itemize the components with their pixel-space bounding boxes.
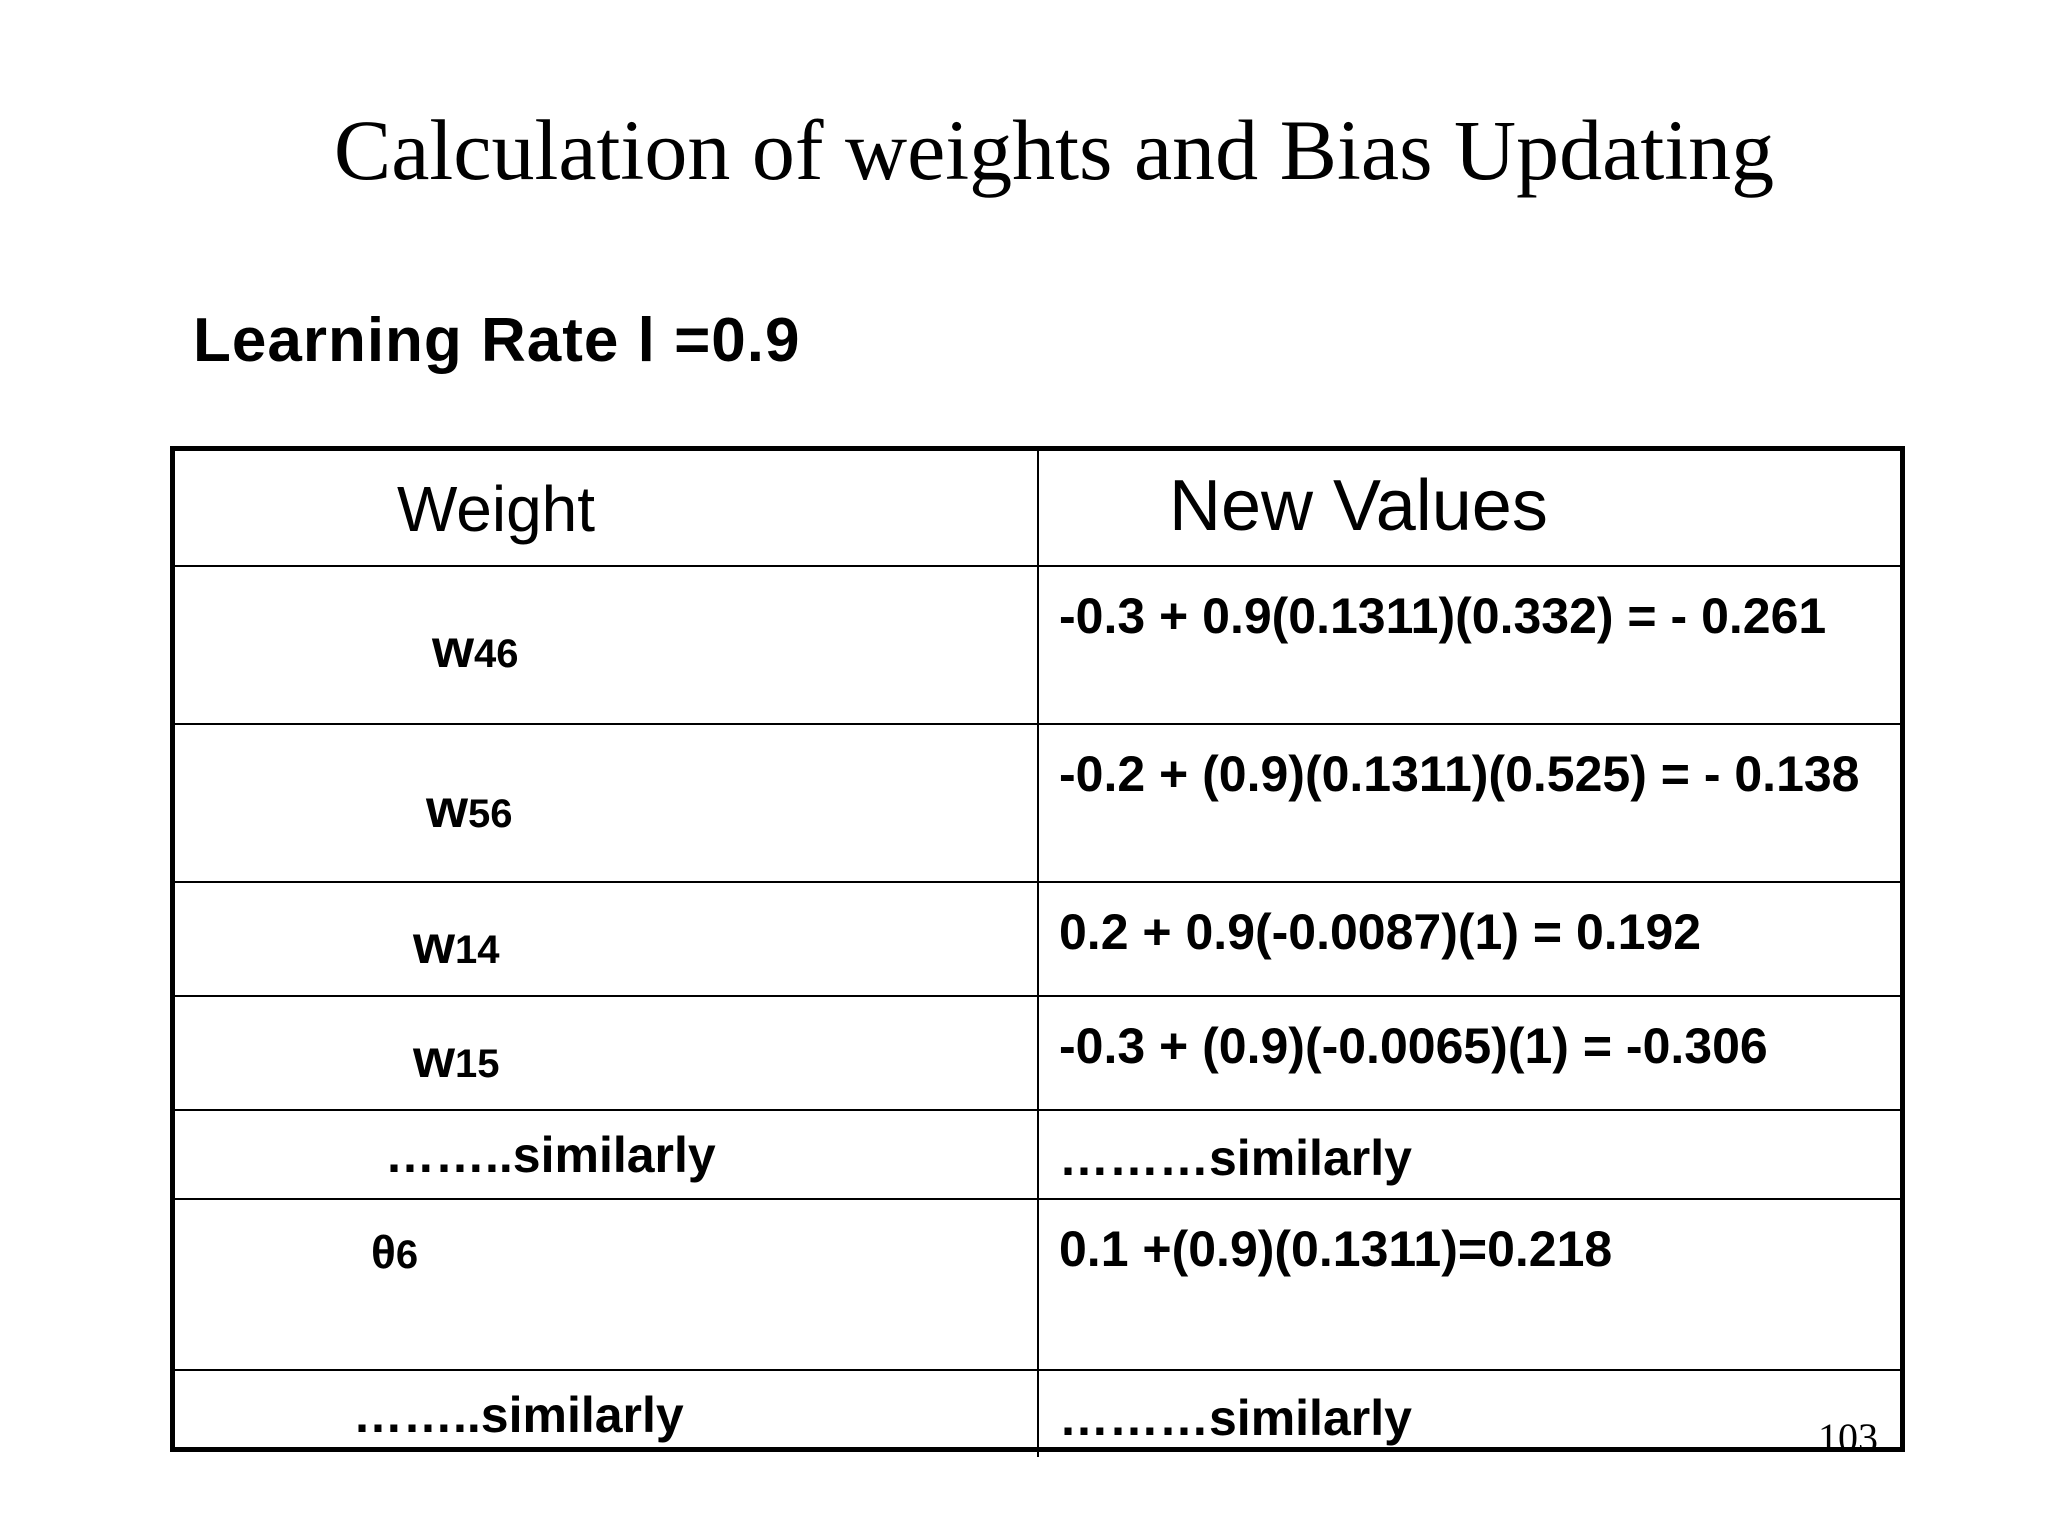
- table-row: ……..similarly ………similarly: [175, 1109, 1900, 1200]
- learning-rate-heading: Learning Rate l =0.9: [193, 306, 801, 375]
- weight-symbol: w: [432, 619, 475, 679]
- value-cell: -0.3 + 0.9(0.1311)(0.332) = - 0.261: [1037, 565, 1900, 725]
- table-row: w14 0.2 + 0.9(-0.0087)(1) = 0.192: [175, 881, 1900, 997]
- weight-cell: w15: [175, 995, 1039, 1111]
- weight-cell: θ6: [175, 1198, 1039, 1371]
- weight-cell: ……..similarly: [175, 1109, 1039, 1200]
- weight-symbol: w: [413, 915, 456, 975]
- weight-symbol: w: [426, 779, 469, 839]
- weights-table: Weight New Values w46 -0.3 + 0.9(0.1311)…: [170, 446, 1905, 1457]
- weight-cell: w14: [175, 881, 1039, 997]
- value-cell: -0.2 + (0.9)(0.1311)(0.525) = - 0.138: [1037, 723, 1900, 883]
- value-cell: 0.1 +(0.9)(0.1311)=0.218: [1037, 1198, 1900, 1371]
- table-row: θ6 0.1 +(0.9)(0.1311)=0.218: [175, 1198, 1900, 1371]
- table-header-row: Weight New Values: [175, 451, 1900, 567]
- weight-subscript: 15: [455, 1042, 500, 1086]
- value-cell: 0.2 + 0.9(-0.0087)(1) = 0.192: [1037, 881, 1900, 997]
- header-new-values: New Values: [1037, 451, 1900, 567]
- table-row: w46 -0.3 + 0.9(0.1311)(0.332) = - 0.261: [175, 565, 1900, 725]
- weight-subscript: 14: [455, 928, 500, 972]
- page-number: 103: [1818, 1415, 1878, 1460]
- weight-symbol: w: [413, 1029, 456, 1089]
- table-row: ……..similarly ………similarly: [175, 1369, 1900, 1457]
- weight-cell: w56: [175, 723, 1039, 883]
- value-cell: -0.3 + (0.9)(-0.0065)(1) = -0.306: [1037, 995, 1900, 1111]
- theta-symbol: θ: [371, 1226, 396, 1278]
- table-row: w15 -0.3 + (0.9)(-0.0065)(1) = -0.306: [175, 995, 1900, 1111]
- weight-subscript: 6: [395, 1233, 419, 1277]
- weight-cell: ……..similarly: [175, 1369, 1039, 1457]
- weight-cell: w46: [175, 565, 1039, 725]
- weight-subscript: 46: [474, 632, 519, 676]
- weight-subscript: 56: [468, 792, 513, 836]
- header-weight: Weight: [175, 451, 1039, 567]
- value-cell: ………similarly: [1037, 1369, 1900, 1457]
- table-row: w56 -0.2 + (0.9)(0.1311)(0.525) = - 0.13…: [175, 723, 1900, 883]
- slide-title: Calculation of weights and Bias Updating: [333, 102, 1775, 198]
- value-cell: ………similarly: [1037, 1109, 1900, 1200]
